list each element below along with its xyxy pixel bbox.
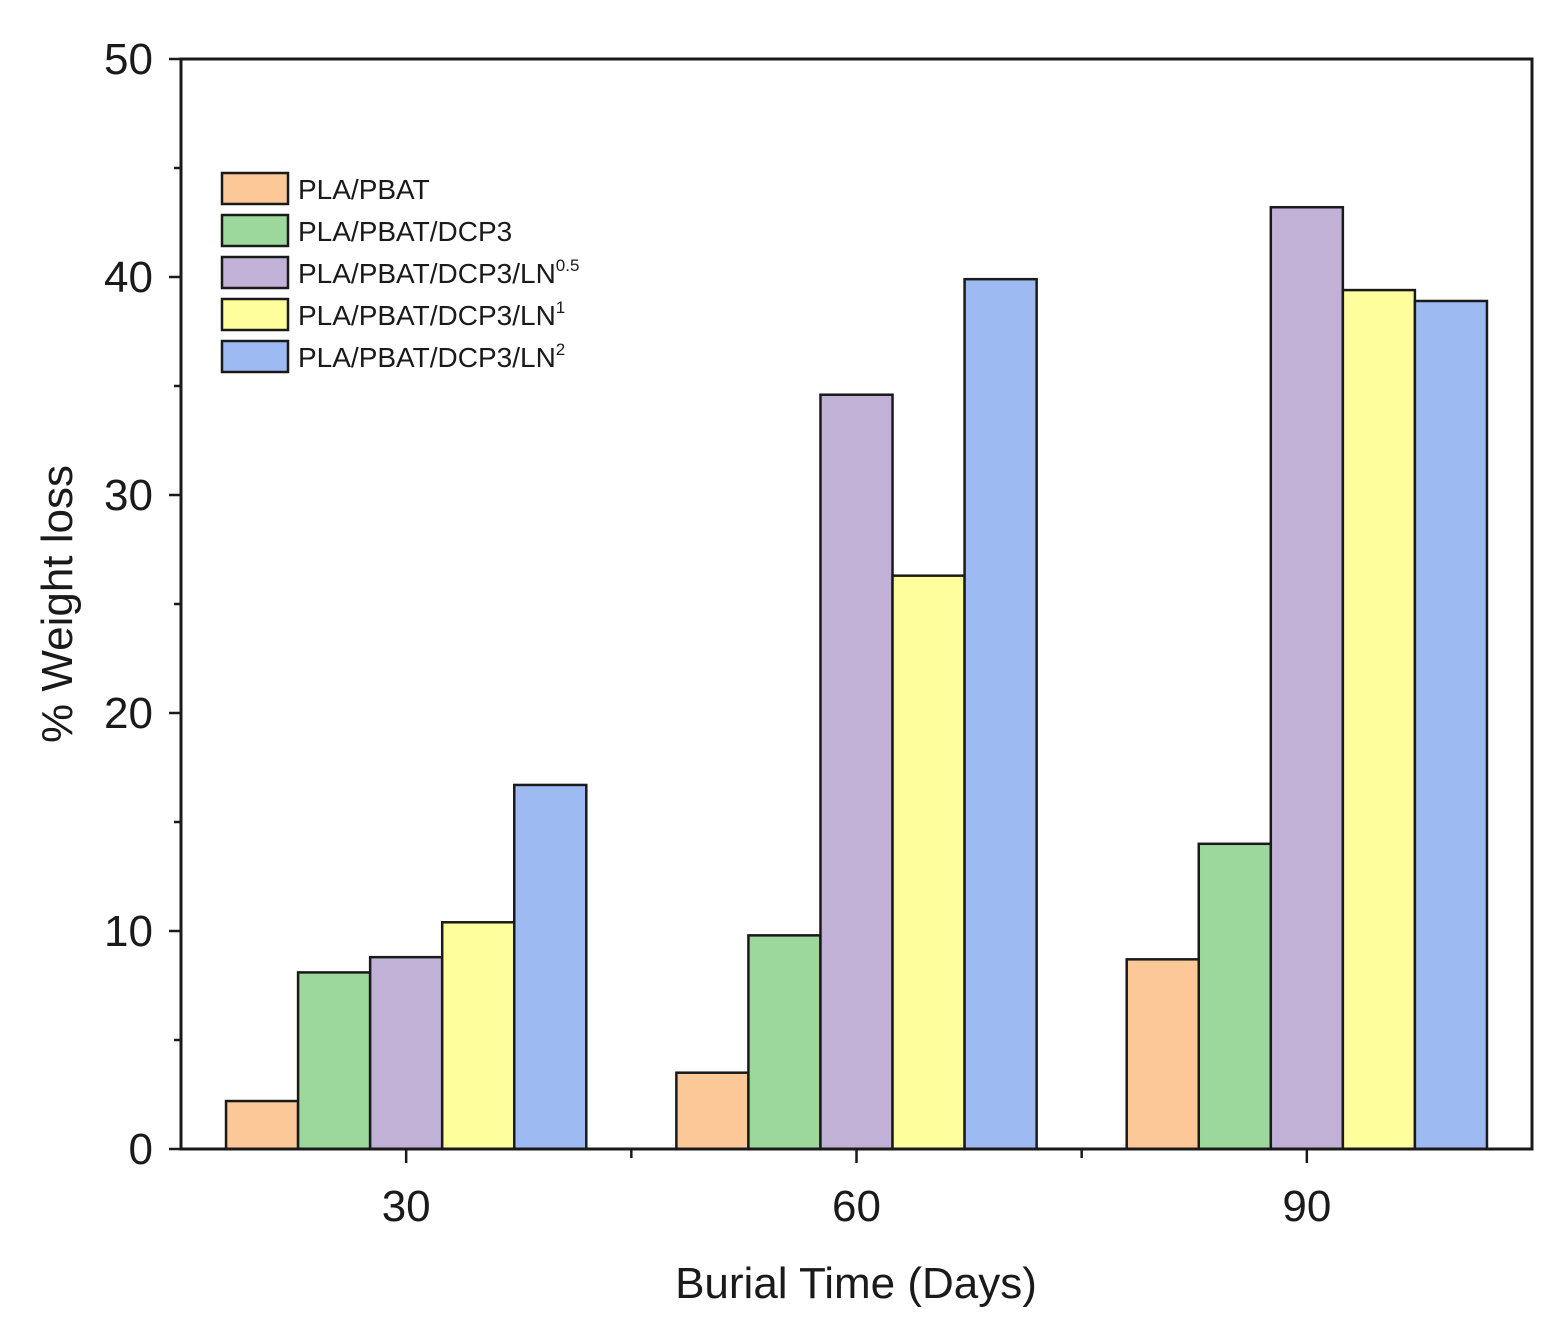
y-axis: 0 10 20 30 40 50 [104, 35, 181, 1174]
bar [1341, 288, 1417, 1151]
legend-swatch [220, 213, 290, 248]
legend-label-text: PLA/PBAT/DCP3/LN [298, 300, 556, 331]
bar [296, 971, 372, 1151]
legend-label-text: PLA/PBAT/DCP3 [298, 216, 512, 247]
legend-label: PLA/PBAT/DCP3 [298, 216, 512, 247]
legend-label-text: PLA/PBAT [298, 174, 430, 205]
y-tick-label: 10 [104, 907, 153, 956]
legend-swatch [220, 339, 290, 374]
legend-label: PLA/PBAT/DCP3/LN1 [298, 298, 565, 331]
x-tick-label: 90 [1282, 1182, 1331, 1231]
legend-swatch [220, 297, 290, 332]
y-tick-label: 50 [104, 35, 153, 84]
x-tick-label: 60 [832, 1182, 881, 1231]
legend-label-text: PLA/PBAT/DCP3/LN [298, 258, 556, 289]
bar [512, 783, 588, 1151]
bar [1125, 958, 1201, 1151]
legend-swatch [220, 255, 290, 290]
legend-label-text: PLA/PBAT/DCP3/LN [298, 342, 556, 373]
legend-swatch [220, 171, 290, 206]
bar [224, 1099, 300, 1151]
y-tick-label: 30 [104, 471, 153, 520]
bar [963, 277, 1038, 1151]
y-tick-label: 20 [104, 689, 153, 738]
legend-label-superscript: 2 [556, 340, 565, 359]
x-axis: 30 60 90 [382, 1149, 1331, 1231]
bar [747, 934, 822, 1151]
x-tick-label: 30 [382, 1182, 431, 1231]
bar [675, 1071, 750, 1151]
y-tick-label: 0 [129, 1125, 153, 1174]
legend-label: PLA/PBAT/DCP3/LN0.5 [298, 256, 579, 289]
bar [440, 921, 516, 1151]
legend-label-superscript: 1 [556, 298, 565, 317]
bar [819, 393, 894, 1151]
bar [1269, 205, 1345, 1151]
bar [368, 955, 444, 1151]
y-axis-title: % Weight loss [33, 465, 82, 743]
bar [1197, 842, 1273, 1151]
legend-label: PLA/PBAT [298, 174, 430, 205]
x-axis-title: Burial Time (Days) [675, 1259, 1037, 1308]
bar [891, 574, 966, 1151]
legend-label-superscript: 0.5 [556, 256, 580, 275]
legend-label: PLA/PBAT/DCP3/LN2 [298, 340, 565, 373]
y-tick-label: 40 [104, 253, 153, 302]
bar [1413, 299, 1489, 1151]
legend: PLA/PBATPLA/PBAT/DCP3PLA/PBAT/DCP3/LN0.5… [220, 171, 579, 374]
